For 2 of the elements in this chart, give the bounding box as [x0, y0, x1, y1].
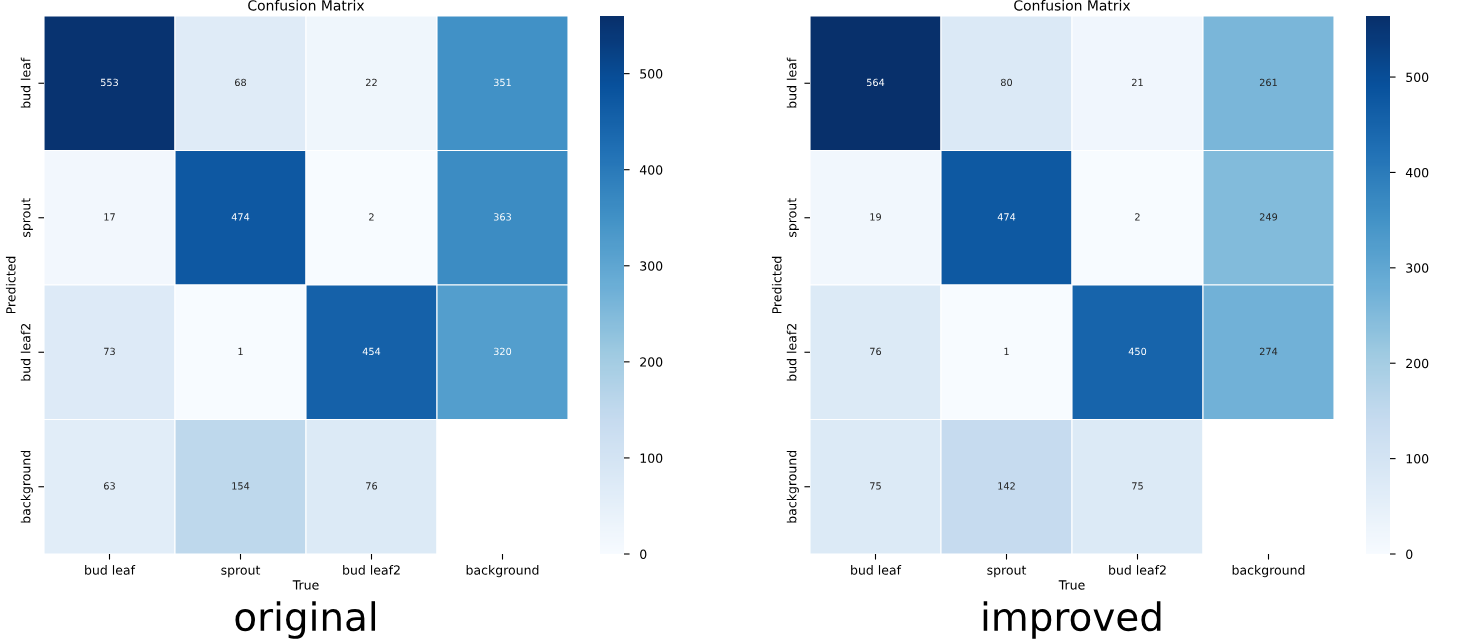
text: improved — [983, 601, 1161, 639]
text: original — [235, 601, 376, 639]
